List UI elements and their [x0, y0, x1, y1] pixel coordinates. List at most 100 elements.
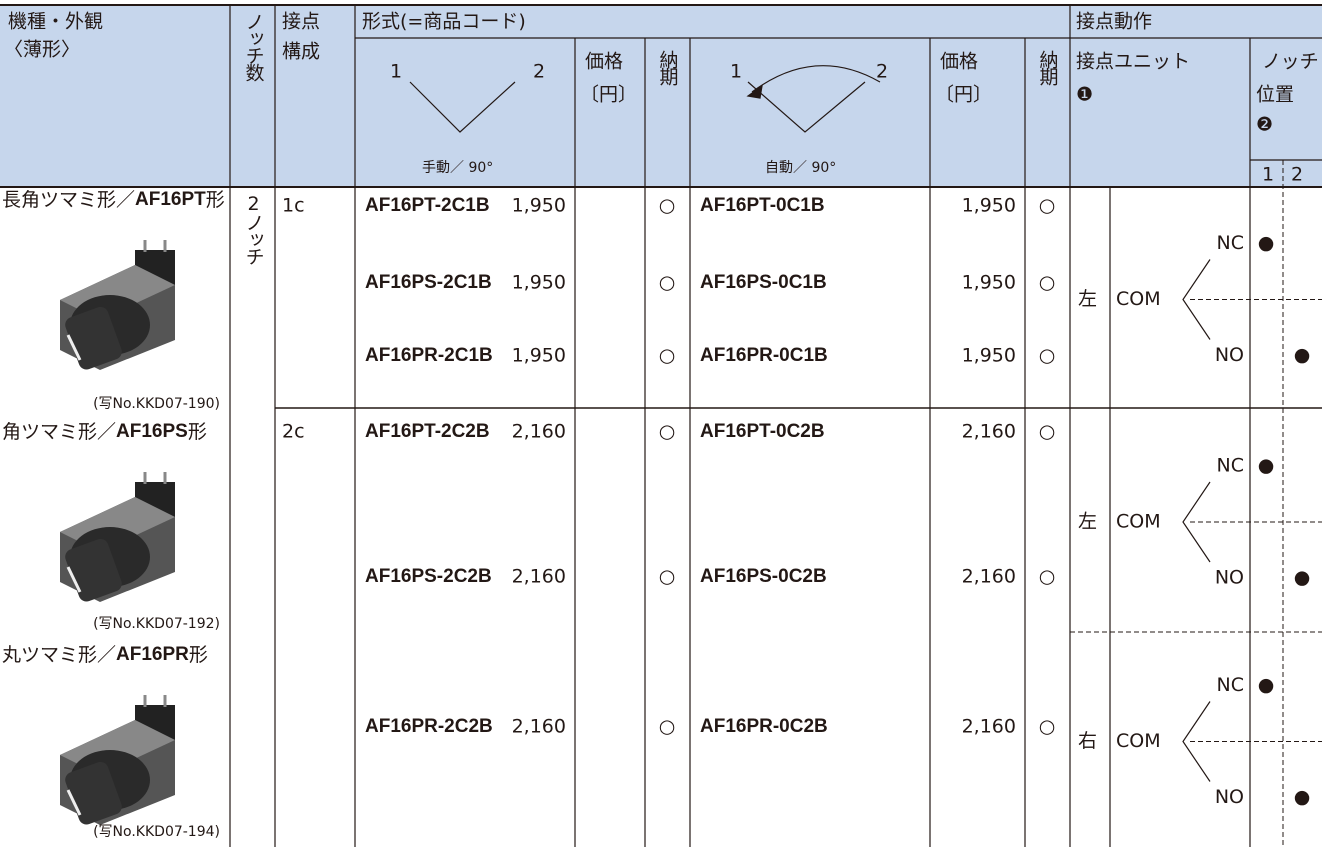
- header-text: 価格: [585, 51, 623, 73]
- notch-mark: ●: [1258, 232, 1275, 254]
- price: 1,950: [962, 272, 1016, 294]
- unit-no: NO: [1215, 567, 1244, 589]
- product-suffix: 形: [189, 644, 208, 666]
- header-text: 機種・外観: [8, 11, 103, 33]
- delivery: ○: [1039, 566, 1056, 588]
- unit-com: COM: [1116, 730, 1161, 752]
- notch-mark: ●: [1294, 567, 1311, 589]
- header-text: 自動／ 90°: [765, 160, 836, 176]
- product-model: AF16PS: [116, 421, 188, 442]
- delivery: ○: [659, 716, 676, 738]
- header-text: ❷: [1256, 114, 1273, 136]
- header-vertical: ノッチ数: [243, 12, 265, 82]
- unit-nc: NC: [1217, 232, 1244, 254]
- price: 1,950: [962, 345, 1016, 367]
- unit-com: COM: [1116, 288, 1161, 310]
- price: 2,160: [962, 716, 1016, 738]
- product-code: AF16PS-2C1B: [365, 272, 492, 293]
- contact-lines: [1182, 701, 1211, 782]
- header-text: 2: [876, 61, 888, 83]
- grid: [0, 4, 1322, 847]
- delivery: ○: [1039, 421, 1056, 443]
- price: 2,160: [962, 566, 1016, 588]
- unit-side: 右: [1078, 730, 1097, 752]
- product-suffix: 形: [206, 189, 225, 211]
- product-code: AF16PT-0C2B: [700, 421, 825, 442]
- product-prefix: 丸ツマミ形／: [2, 644, 116, 666]
- product-prefix: 角ツマミ形／: [2, 421, 116, 443]
- product-code: AF16PS-0C1B: [700, 272, 827, 293]
- photo-caption: (写No.KKD07-192): [93, 616, 220, 632]
- product-model: AF16PT: [135, 189, 206, 210]
- product-prefix: 長角ツマミ形／: [2, 189, 135, 211]
- header-vertical: 納期: [1037, 50, 1059, 86]
- product-code: AF16PT-2C2B: [365, 421, 490, 442]
- switch-photo: [60, 695, 175, 825]
- product-code: AF16PR-0C1B: [700, 345, 828, 366]
- price: 2,160: [512, 566, 566, 588]
- delivery: ○: [659, 272, 676, 294]
- notch-mark: ●: [1258, 455, 1275, 477]
- header-text: 構成: [282, 41, 320, 63]
- delivery: ○: [659, 195, 676, 217]
- switch-photo: [60, 472, 175, 602]
- switch-photo: [60, 240, 175, 370]
- contact-lines: [1182, 481, 1211, 563]
- product-suffix: 形: [188, 421, 207, 443]
- delivery: ○: [659, 566, 676, 588]
- header-text: 位置: [1256, 84, 1294, 106]
- header-text: 2: [1291, 164, 1303, 186]
- delivery: ○: [1039, 716, 1056, 738]
- product-name: 長角ツマミ形／AF16PT形: [2, 189, 225, 211]
- unit-nc: NC: [1217, 674, 1244, 696]
- unit-side: 左: [1078, 511, 1097, 533]
- product-name: 角ツマミ形／AF16PS形: [2, 421, 207, 443]
- header-text: 1: [730, 61, 742, 83]
- header-text: 接点ユニット: [1076, 51, 1190, 73]
- price: 2,160: [962, 421, 1016, 443]
- notch-mark: ●: [1258, 674, 1275, 696]
- photo-caption: (写No.KKD07-194): [93, 824, 220, 840]
- product-code: AF16PR-2C1B: [365, 345, 493, 366]
- notch-mark: ●: [1294, 786, 1311, 808]
- unit-nc: NC: [1217, 455, 1244, 477]
- price: 1,950: [512, 345, 566, 367]
- header-text: 形式(=商品コード): [362, 11, 526, 33]
- unit-no: NO: [1215, 344, 1244, 366]
- product-code: AF16PS-0C2B: [700, 566, 827, 587]
- dashed-lines: [1070, 160, 1322, 847]
- header-text: ❶: [1076, 84, 1093, 106]
- header-text: 〔円〕: [935, 84, 992, 106]
- product-code: AF16PR-2C2B: [365, 716, 493, 737]
- header-text: 1: [1262, 164, 1274, 186]
- product-model: AF16PR: [116, 644, 189, 665]
- product-code: AF16PT-2C1B: [365, 195, 490, 216]
- price: 1,950: [512, 195, 566, 217]
- delivery: ○: [659, 421, 676, 443]
- header-text: 2: [533, 61, 545, 83]
- price: 2,160: [512, 421, 566, 443]
- unit-com: COM: [1116, 511, 1161, 533]
- header-text: 接点: [282, 11, 320, 33]
- delivery: ○: [659, 345, 676, 367]
- header-text: 〔円〕: [580, 84, 637, 106]
- notch-count: 2ノッチ: [243, 193, 265, 265]
- delivery: ○: [1039, 195, 1056, 217]
- header-text: 手動／ 90°: [422, 160, 493, 176]
- unit-side: 左: [1078, 288, 1097, 310]
- header-vertical: 納期: [657, 50, 679, 86]
- contact-config: 1c: [282, 195, 305, 217]
- contact-lines: [1182, 259, 1211, 340]
- photos: [60, 240, 175, 825]
- header-bg: [0, 5, 1322, 187]
- price: 2,160: [512, 716, 566, 738]
- price: 1,950: [512, 272, 566, 294]
- delivery: ○: [1039, 345, 1056, 367]
- photo-caption: (写No.KKD07-190): [93, 396, 220, 412]
- product-name: 丸ツマミ形／AF16PR形: [2, 644, 208, 666]
- unit-no: NO: [1215, 786, 1244, 808]
- product-code: AF16PS-2C2B: [365, 566, 492, 587]
- header-text: ノッチ: [1262, 51, 1319, 73]
- header-text: 価格: [940, 51, 978, 73]
